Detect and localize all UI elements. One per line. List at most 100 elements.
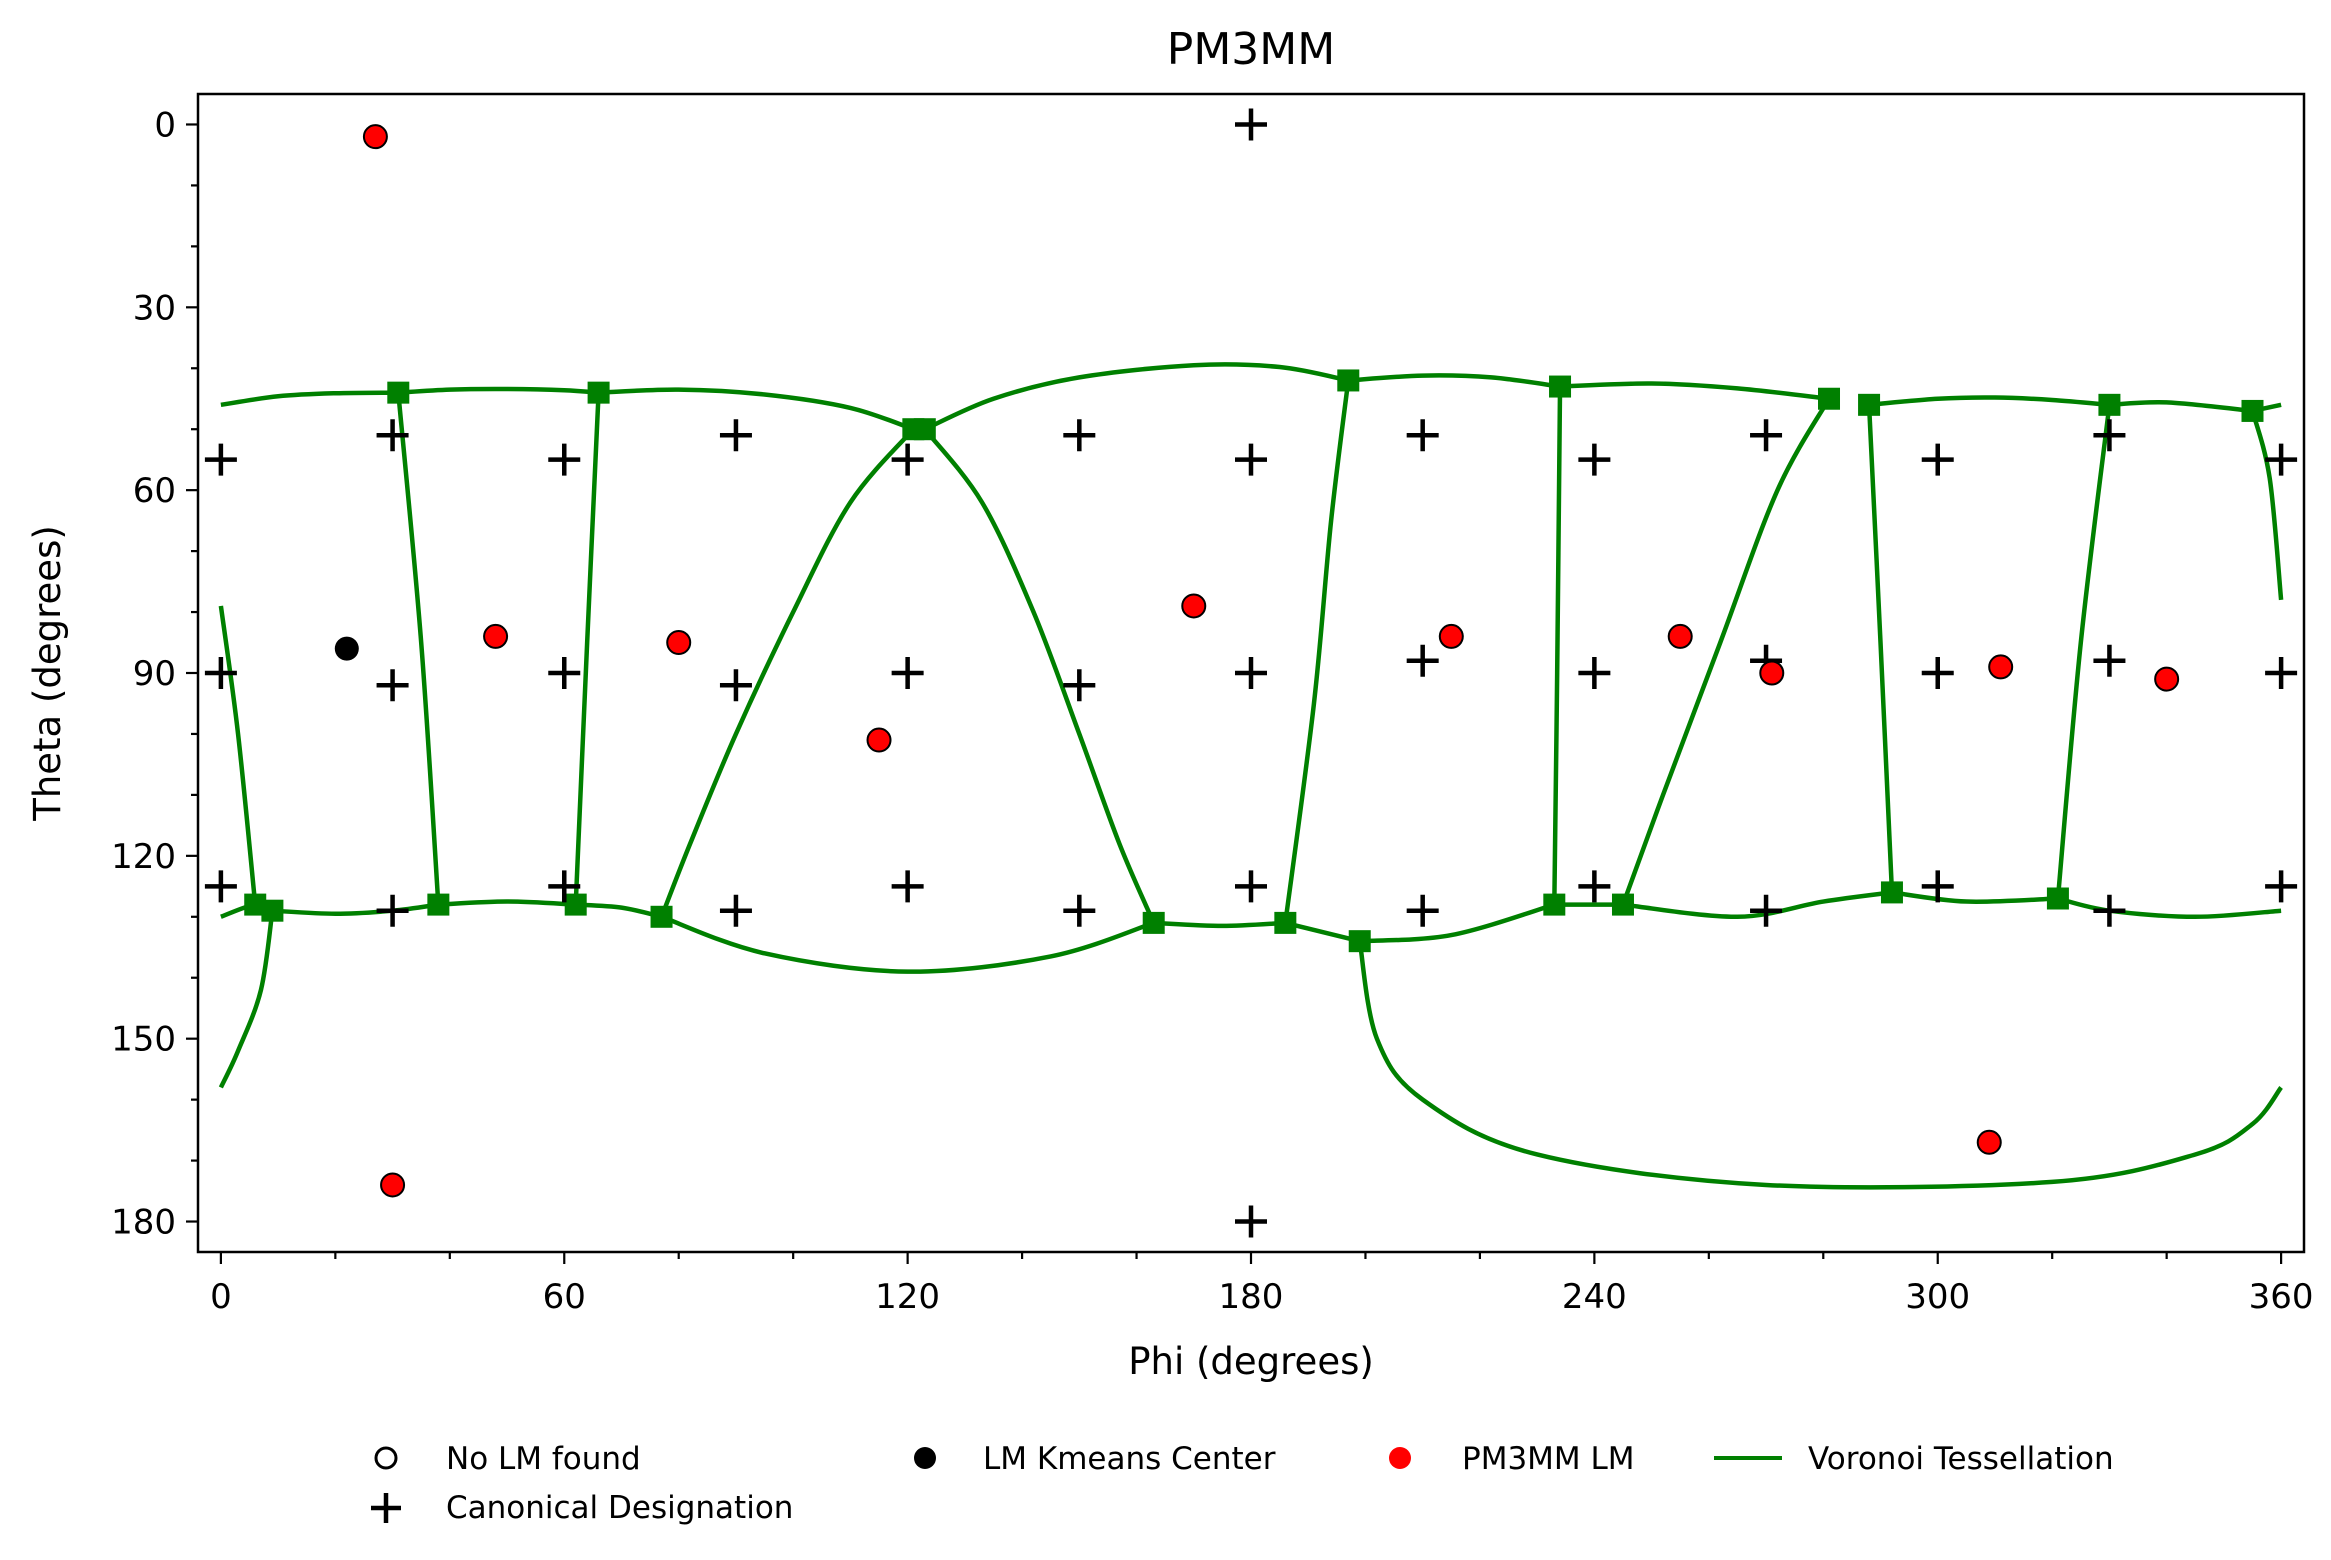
canonical-marker: [1235, 870, 1267, 903]
voronoi-vertex: [1543, 893, 1566, 916]
voronoi-edge: [1620, 397, 1831, 906]
lm-point: [666, 630, 692, 656]
x-axis-label: Phi (degrees): [1128, 1340, 1374, 1383]
x-tick-label: 360: [2249, 1277, 2314, 1317]
voronoi-vertex: [1274, 911, 1297, 934]
legend-marker-no-lm: [374, 1446, 398, 1470]
canonical-marker: [719, 669, 752, 702]
voronoi-edge: [2250, 410, 2284, 601]
canonical-marker: [2265, 870, 2298, 903]
canonical-marker: [2265, 657, 2298, 689]
voronoi-vertex: [2098, 393, 2121, 416]
legend-marker-lm: [1389, 1447, 1411, 1469]
lm-point: [483, 623, 509, 649]
y-axis: 0 30 60 90 120 150 180: [111, 105, 198, 1243]
voronoi-edge: [396, 392, 441, 905]
voronoi-edge: [1283, 380, 1351, 924]
voronoi-edge: [923, 427, 1156, 924]
voronoi-edge: [1552, 386, 1563, 905]
lm-point: [1667, 623, 1693, 649]
voronoi-vertex: [1818, 387, 1841, 410]
voronoi-vertex: [387, 381, 410, 404]
lm-point: [1438, 623, 1464, 649]
canonical-marker: [2093, 894, 2126, 927]
x-axis: 0 60 120 180 240 300 360: [210, 1252, 2314, 1317]
canonical-marker: [548, 657, 581, 689]
y-tick-label: 90: [133, 654, 176, 694]
canonical-marker: [1406, 419, 1439, 452]
voronoi-edge: [660, 914, 1155, 974]
lm-point: [362, 124, 388, 150]
canonical-marker: [376, 419, 409, 452]
canonical-marker: [1235, 657, 1267, 689]
voronoi-edge: [1868, 395, 2110, 408]
y-axis-label: Theta (degrees): [26, 525, 69, 822]
x-tick-label: 240: [1562, 1277, 1627, 1317]
plot-area: [204, 108, 2298, 1238]
canonical-marker: [1750, 894, 1783, 927]
voronoi-edge: [659, 427, 916, 918]
voronoi-vertex: [1611, 893, 1634, 916]
voronoi-edge: [438, 899, 576, 907]
canonical-marker: [891, 657, 924, 689]
y-tick-label: 60: [133, 471, 176, 511]
legend-label-voronoi: Voronoi Tessellation: [1808, 1441, 2114, 1477]
voronoi-edge: [218, 605, 258, 905]
chart-title: PM3MM: [1167, 24, 1335, 75]
canonical-marker: [1578, 870, 1611, 903]
y-tick-label: 0: [154, 105, 176, 145]
y-tick-label: 150: [111, 1020, 176, 1060]
canonical-marker: [548, 443, 581, 476]
lm-point: [2154, 666, 2180, 692]
canonical-marker: [891, 870, 924, 903]
canonical-marker: [1063, 419, 1096, 452]
voronoi-vertex: [1337, 369, 1360, 392]
legend-label-lm: PM3MM LM: [1462, 1441, 1635, 1477]
canonical-marker: [1235, 108, 1267, 141]
voronoi-vertex: [1880, 881, 1903, 904]
legend-label-canonical: Canonical Designation: [446, 1490, 793, 1526]
canonical-marker: [1921, 657, 1954, 689]
voronoi-vertex: [1142, 911, 1165, 934]
canonical-marker: [1750, 419, 1783, 452]
voronoi-edge: [1357, 940, 2283, 1190]
canonical-marker: [1063, 669, 1096, 702]
canonical-marker: [891, 443, 924, 476]
voronoi-edge: [2055, 404, 2112, 899]
voronoi-vertex: [244, 893, 267, 916]
x-tick-label: 300: [1905, 1277, 1970, 1317]
canonical-marker: [1921, 870, 1954, 903]
voronoi-vertex: [1549, 375, 1572, 398]
canonical-marker: [719, 419, 752, 452]
legend-label-kmeans: LM Kmeans Center: [983, 1441, 1276, 1477]
kmeans-center-point: [334, 636, 359, 661]
canonical-marker: [376, 669, 409, 702]
voronoi-edge: [1559, 381, 1830, 401]
x-tick-label: 120: [875, 1277, 940, 1317]
canonical-marker: [1235, 443, 1267, 476]
voronoi-edge: [575, 902, 663, 919]
canonical-marker: [1578, 657, 1611, 689]
y-tick-label: 30: [133, 288, 176, 328]
x-tick-label: 0: [210, 1277, 232, 1317]
canonical-marker: [2093, 644, 2126, 677]
legend-marker-canonical: [371, 1493, 401, 1523]
x-tick-label: 60: [543, 1277, 586, 1317]
canonical-marker: [204, 443, 237, 476]
voronoi-edge: [2057, 896, 2282, 920]
canonical-marker: [1235, 1205, 1267, 1238]
canonical-marker: [719, 894, 752, 927]
x-tick-label: 180: [1219, 1277, 1284, 1317]
voronoi-vertex: [913, 418, 936, 441]
voronoi-edge: [220, 390, 399, 408]
voronoi-edge: [1284, 920, 1361, 944]
voronoi-edge: [598, 387, 915, 432]
voronoi-edge: [398, 386, 599, 395]
voronoi-edge: [573, 392, 601, 905]
lm-point: [866, 727, 892, 753]
lm-point: [1988, 654, 2014, 680]
voronoi-edge: [1348, 373, 1561, 389]
canonical-marker: [1578, 443, 1611, 476]
canonical-marker: [204, 870, 237, 903]
